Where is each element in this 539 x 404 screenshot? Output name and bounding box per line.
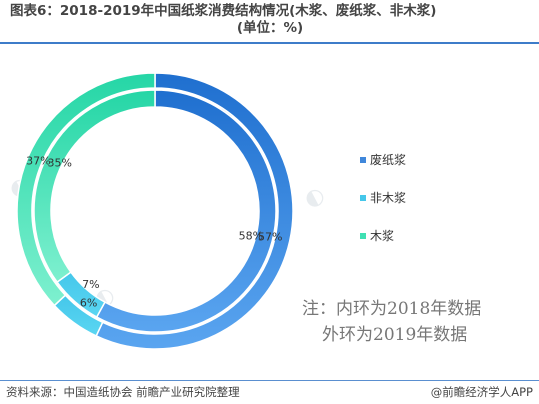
ring-note: 注：内环为2018年数据 外环为2019年数据	[302, 296, 481, 348]
legend-swatch	[360, 232, 366, 239]
outer-ring-2019	[16, 72, 294, 350]
data-label-outer-waste-pulp: 57%	[258, 231, 282, 244]
source-text: 资料来源：中国造纸协会 前瞻产业研究院整理	[6, 385, 240, 399]
legend-swatch	[360, 194, 366, 201]
data-label-outer-wood-pulp: 37%	[26, 155, 50, 168]
legend: 废纸浆 非木浆 木浆	[360, 150, 406, 264]
inner-ring-slice-wood-pulp	[33, 89, 156, 284]
note-line2: 外环为2019年数据	[322, 325, 468, 345]
note-line1: 注：内环为2018年数据	[302, 299, 482, 319]
chart-title-line1: 图表6：2018-2019年中国纸浆消费结构情况(木浆、废纸浆、非木浆)	[10, 3, 437, 19]
legend-label: 废纸浆	[370, 153, 407, 167]
outer-ring-slice-wood-pulp	[16, 72, 156, 307]
legend-item-waste-pulp: 废纸浆	[360, 150, 406, 169]
title-divider	[0, 42, 539, 44]
legend-label: 木浆	[370, 229, 395, 243]
data-label-inner-wood-pulp: 35%	[47, 156, 71, 169]
data-label-inner-waste-pulp: 58%	[239, 230, 263, 243]
legend-swatch	[360, 156, 366, 163]
chart-title: 图表6：2018-2019年中国纸浆消费结构情况(木浆、废纸浆、非木浆) (单位…	[10, 3, 530, 37]
donut-chart: 58% 7% 35% 57% 6% 37%	[16, 72, 294, 350]
data-label-inner-non-wood-pulp: 7%	[82, 278, 99, 291]
chart-title-line2: (单位：%)	[236, 20, 304, 36]
legend-item-non-wood-pulp: 非木浆	[360, 188, 406, 207]
inner-ring-2018	[33, 89, 277, 333]
data-labels: 58% 7% 35% 57% 6% 37%	[26, 155, 282, 310]
footer-divider	[0, 380, 539, 381]
data-label-outer-non-wood-pulp: 6%	[80, 296, 97, 309]
legend-item-wood-pulp: 木浆	[360, 226, 406, 245]
brand-text: @前瞻经济学人APP	[430, 385, 533, 399]
legend-label: 非木浆	[370, 191, 407, 205]
